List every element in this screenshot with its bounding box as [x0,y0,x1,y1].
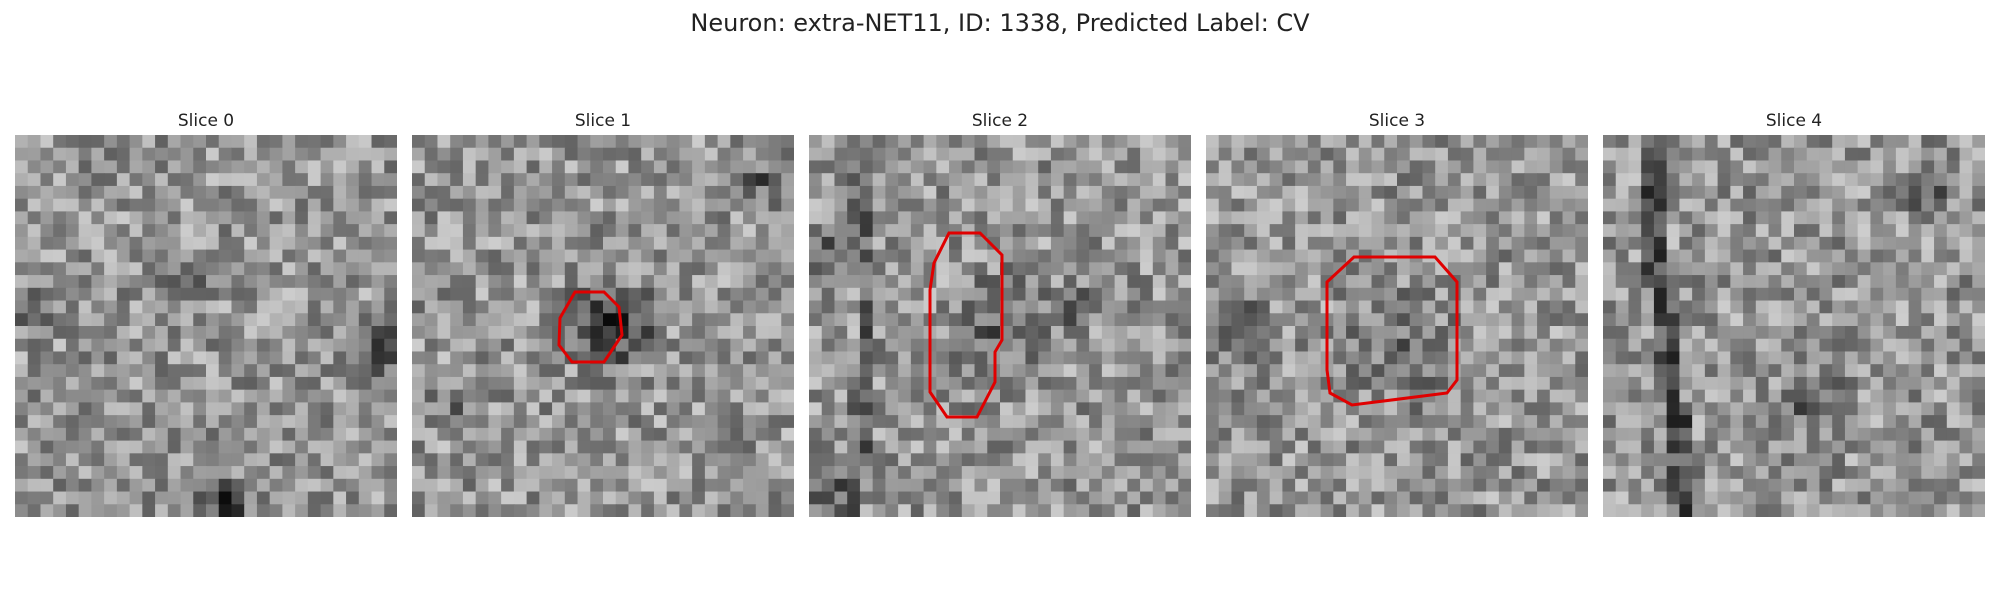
microscopy-image [412,135,794,517]
slice-title: Slice 2 [971,111,1029,131]
slice-panel-3: Slice 3 [1206,110,1588,517]
slice-title: Slice 3 [1368,111,1426,131]
pixel-texture [412,135,794,517]
slice-panel-1: Slice 1 [412,110,794,517]
microscopy-image [1603,135,1985,517]
pixel-texture [809,135,1191,517]
segmentation-outline [557,290,624,364]
pixel-texture [1603,135,1985,517]
slice-title: Slice 0 [177,111,235,131]
microscopy-image [809,135,1191,517]
microscopy-image [15,135,397,517]
slice-panel-4: Slice 4 [1603,110,1985,517]
pixel-texture [1206,135,1588,517]
slice-panel-0: Slice 0 [15,110,397,517]
microscopy-image [1206,135,1588,517]
slice-title: Slice 4 [1765,111,1823,131]
slice-panel-2: Slice 2 [809,110,1191,517]
segmentation-outline [1325,255,1459,407]
slice-title: Slice 1 [574,111,632,131]
pixel-texture [15,135,397,517]
segmentation-outline [928,231,1004,419]
figure-title: Neuron: extra-NET11, ID: 1338, Predicted… [690,9,1310,37]
